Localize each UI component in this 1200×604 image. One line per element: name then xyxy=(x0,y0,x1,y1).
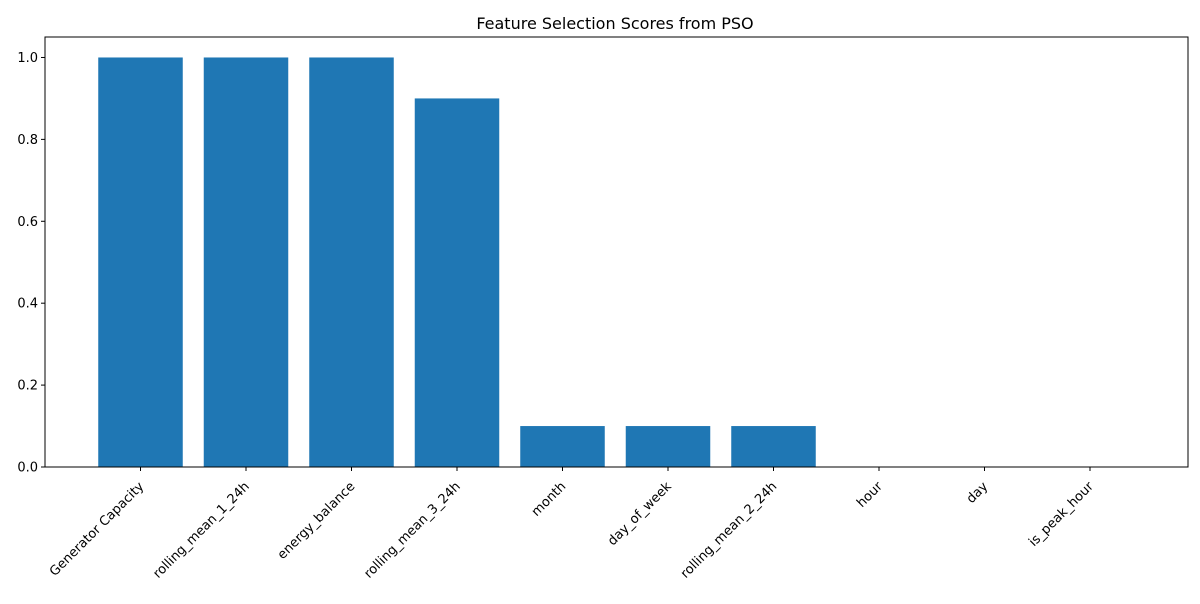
y-tick-label-2: 0.4 xyxy=(17,297,38,312)
x-tick-label-2: energy_balance xyxy=(275,479,358,562)
x-tick-label-5: day_of_week xyxy=(605,479,675,549)
bar-6 xyxy=(731,426,816,467)
x-tick-label-4: month xyxy=(529,479,569,519)
bar-2 xyxy=(309,57,394,467)
y-tick-label-1: 0.2 xyxy=(17,379,38,394)
x-tick-label-7: hour xyxy=(854,479,886,511)
bars-layer xyxy=(98,57,816,468)
bar-4 xyxy=(520,426,605,467)
y-axis: 0.0 0.2 0.4 0.6 0.8 1.0 xyxy=(17,51,45,476)
x-tick-label-1: rolling_mean_1_24h xyxy=(150,479,252,581)
y-tick-label-5: 1.0 xyxy=(17,51,38,66)
bar-0 xyxy=(98,57,183,467)
x-tick-label-8: day xyxy=(964,479,992,507)
bar-5 xyxy=(625,426,711,467)
bar-1 xyxy=(203,57,289,467)
x-tick-label-6: rolling_mean_2_24h xyxy=(678,479,780,581)
y-tick-label-3: 0.6 xyxy=(17,215,38,230)
y-tick-label-4: 0.8 xyxy=(17,133,38,148)
x-tick-label-3: rolling_mean_3_24h xyxy=(361,479,463,581)
x-tick-label-9: is_peak_hour xyxy=(1026,479,1097,550)
x-tick-label-0: Generator Capacity xyxy=(47,479,148,580)
plot-frame xyxy=(44,36,1189,468)
bar-3 xyxy=(414,98,500,468)
chart-title: Feature Selection Scores from PSO xyxy=(476,14,753,33)
x-axis: Generator Capacity rolling_mean_1_24h ener… xyxy=(47,467,1097,582)
axes-layer xyxy=(44,36,1189,468)
y-tick-label-0: 0.0 xyxy=(17,461,38,476)
